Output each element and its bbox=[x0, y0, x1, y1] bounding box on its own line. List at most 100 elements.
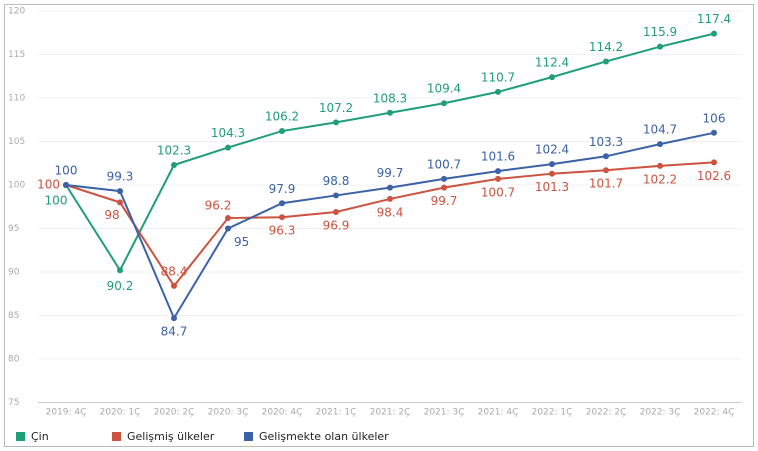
data-label: 100.7 bbox=[427, 157, 461, 171]
frame bbox=[4, 4, 754, 447]
data-label: 114.2 bbox=[589, 40, 623, 54]
x-tick-label: 2019: 4Ç bbox=[46, 408, 87, 418]
y-tick-label: 80 bbox=[8, 355, 20, 365]
x-tick-label: 2022: 3Ç bbox=[640, 408, 681, 418]
point bbox=[441, 100, 447, 107]
y-tick-label: 110 bbox=[8, 94, 25, 104]
data-label: 84.7 bbox=[161, 325, 188, 339]
point bbox=[441, 175, 447, 182]
data-label: 104.3 bbox=[211, 126, 245, 140]
legend-label: Gelişmekte olan ülkeler bbox=[259, 430, 389, 443]
point bbox=[549, 170, 555, 177]
data-label: 98.8 bbox=[323, 174, 350, 188]
point bbox=[603, 167, 609, 174]
x-tick-label: 2021: 2Ç bbox=[370, 408, 411, 418]
data-label: 110.7 bbox=[481, 70, 515, 84]
data-label: 102.2 bbox=[643, 172, 677, 186]
data-label: 106.2 bbox=[265, 110, 299, 124]
point bbox=[171, 161, 177, 168]
legend-swatch bbox=[16, 432, 25, 441]
point bbox=[225, 215, 231, 222]
data-label: 108.3 bbox=[373, 91, 407, 105]
data-label: 112.4 bbox=[535, 56, 569, 70]
point bbox=[711, 159, 717, 166]
point bbox=[711, 30, 717, 37]
x-tick-label: 2022: 4Ç bbox=[694, 408, 735, 418]
y-tick-label: 115 bbox=[8, 50, 25, 60]
data-label: 107.2 bbox=[319, 101, 353, 115]
y-tick-label: 90 bbox=[8, 268, 20, 278]
y-tick-label: 95 bbox=[8, 224, 19, 234]
point bbox=[333, 119, 339, 126]
x-tick-label: 2021: 4Ç bbox=[478, 408, 519, 418]
data-label: 90.2 bbox=[107, 279, 134, 293]
data-label: 100 bbox=[45, 194, 68, 208]
point bbox=[441, 184, 447, 191]
data-label: 99.3 bbox=[107, 170, 134, 184]
x-tick-label: 2020: 3Ç bbox=[208, 408, 249, 418]
data-label: 88.4 bbox=[161, 264, 188, 278]
data-label: 106 bbox=[703, 111, 726, 125]
point bbox=[387, 195, 393, 202]
x-tick-label: 2021: 1Ç bbox=[316, 408, 357, 418]
point bbox=[279, 128, 285, 135]
data-label: 99.7 bbox=[377, 166, 404, 180]
point bbox=[117, 199, 123, 206]
point bbox=[333, 192, 339, 199]
x-tick-label: 2020: 2Ç bbox=[154, 408, 195, 418]
point bbox=[495, 88, 501, 95]
point bbox=[549, 74, 555, 81]
point bbox=[63, 182, 69, 188]
point bbox=[117, 267, 123, 274]
y-tick-label: 85 bbox=[8, 311, 19, 321]
point bbox=[171, 282, 177, 289]
point bbox=[225, 144, 231, 151]
legend-swatch bbox=[244, 432, 253, 441]
data-label: 115.9 bbox=[643, 25, 677, 39]
point bbox=[495, 168, 501, 175]
data-label: 101.6 bbox=[481, 150, 515, 164]
legend-label: Gelişmiş ülkeler bbox=[127, 430, 215, 443]
point bbox=[603, 58, 609, 65]
point bbox=[657, 162, 663, 169]
data-label: 98 bbox=[104, 208, 119, 222]
x-tick-label: 2022: 2Ç bbox=[586, 408, 627, 418]
data-label: 100.7 bbox=[481, 185, 515, 199]
data-label: 96.3 bbox=[269, 224, 296, 238]
point bbox=[333, 208, 339, 215]
y-tick-label: 75 bbox=[8, 398, 19, 408]
point bbox=[171, 315, 177, 322]
data-label: 103.3 bbox=[589, 135, 623, 149]
data-label: 104.7 bbox=[643, 123, 677, 137]
data-label: 97.9 bbox=[269, 182, 296, 196]
point bbox=[387, 109, 393, 116]
data-label: 96.9 bbox=[323, 218, 350, 232]
point bbox=[549, 161, 555, 168]
data-label: 101.3 bbox=[535, 180, 569, 194]
data-label: 96.2 bbox=[205, 199, 232, 213]
point bbox=[279, 200, 285, 207]
x-tick-label: 2021: 3Ç bbox=[424, 408, 465, 418]
point bbox=[387, 184, 393, 191]
y-tick-label: 120 bbox=[8, 7, 25, 17]
data-label: 102.3 bbox=[157, 143, 191, 157]
x-tick-label: 2020: 1Ç bbox=[100, 408, 141, 418]
point bbox=[495, 175, 501, 182]
x-tick-label: 2022: 1Ç bbox=[532, 408, 573, 418]
point bbox=[117, 188, 123, 195]
point bbox=[657, 141, 663, 148]
point bbox=[225, 225, 231, 232]
data-label: 98.4 bbox=[377, 205, 404, 219]
data-label: 109.4 bbox=[427, 82, 461, 96]
data-label: 100 bbox=[55, 164, 78, 178]
data-label: 117.4 bbox=[697, 12, 731, 26]
data-label: 102.4 bbox=[535, 143, 569, 157]
x-tick-label: 2020: 4Ç bbox=[262, 408, 303, 418]
data-label: 102.6 bbox=[697, 169, 731, 183]
data-label: 95 bbox=[234, 235, 249, 249]
data-label: 101.7 bbox=[589, 177, 623, 191]
data-label: 99.7 bbox=[431, 194, 458, 208]
point bbox=[279, 214, 285, 221]
series-line bbox=[65, 131, 715, 321]
